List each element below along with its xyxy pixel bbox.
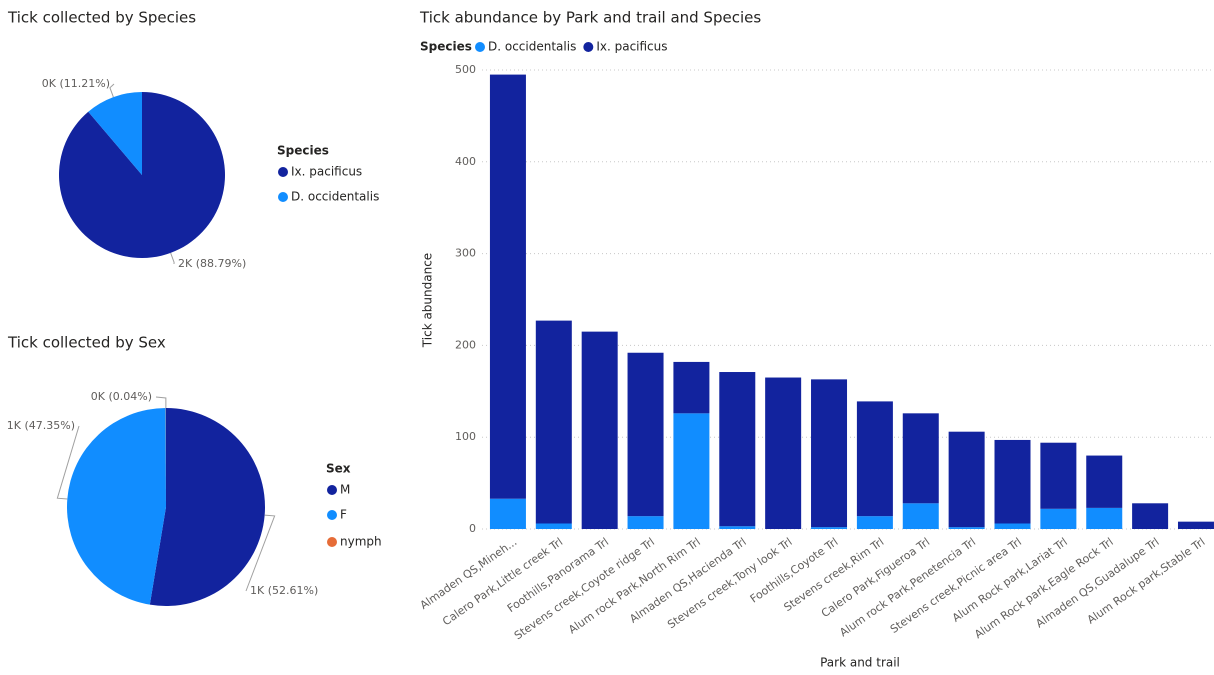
leader-line — [155, 396, 167, 409]
bar-segment — [994, 439, 1031, 524]
bar-segment — [1086, 507, 1123, 529]
legend-label: M — [340, 483, 350, 497]
bar-segment — [719, 526, 756, 529]
bar-segment — [902, 503, 939, 529]
data-label: 1K (47.35%) — [7, 419, 75, 432]
bar-segment — [948, 527, 985, 529]
data-label: 2K (88.79%) — [178, 257, 246, 270]
legend-title: Species — [420, 40, 472, 54]
pie-slice — [88, 92, 142, 175]
bar-segment — [673, 413, 710, 529]
bar-segment — [535, 320, 572, 524]
legend-marker — [278, 192, 288, 202]
bar-segment — [948, 431, 985, 528]
leader-line — [109, 83, 115, 98]
legend-marker — [327, 485, 337, 495]
legend-marker — [475, 42, 485, 52]
bar-segment — [811, 527, 848, 529]
bar-segment — [581, 331, 618, 529]
legend-label: F — [340, 508, 347, 522]
y-tick-label: 300 — [455, 247, 476, 260]
legend-marker — [583, 42, 594, 52]
legend-marker — [278, 167, 288, 177]
bar-segment — [811, 379, 848, 528]
bar-segment — [1040, 508, 1077, 529]
legend-marker — [327, 537, 337, 547]
bar-segment — [1040, 442, 1077, 509]
pie-slice — [67, 408, 166, 605]
data-label: 1K (52.61%) — [250, 584, 318, 597]
bar-segment — [1132, 503, 1169, 529]
x-axis-label: Park and trail — [820, 656, 900, 670]
bar-segment — [1086, 455, 1123, 508]
legend-title: Sex — [326, 462, 351, 476]
chart-title: Tick collected by Sex — [7, 334, 166, 352]
leader-line — [170, 252, 175, 265]
bar-segment — [856, 401, 893, 517]
y-tick-label: 200 — [455, 338, 476, 351]
leader-line — [245, 514, 276, 592]
legend-title: Species — [277, 144, 329, 158]
legend-label: Ix. pacificus — [596, 40, 667, 54]
bar-segment — [765, 377, 802, 529]
bar-segment — [1177, 521, 1214, 529]
legend-label: D. occidentalis — [291, 190, 379, 204]
bar-segment — [856, 516, 893, 529]
bar-segment — [627, 516, 664, 529]
bar-segment — [627, 352, 664, 517]
legend-label: D. occidentalis — [488, 40, 576, 54]
data-label: 0K (11.21%) — [42, 77, 110, 90]
legend-marker — [327, 510, 337, 520]
bar-segment — [489, 74, 526, 499]
pie-slice — [149, 408, 265, 606]
bar-segment — [902, 413, 939, 504]
bar-segment — [719, 372, 756, 527]
leader-line — [56, 425, 80, 500]
bar-segment — [673, 361, 710, 414]
chart-title: Tick abundance by Park and trail and Spe… — [419, 9, 761, 27]
bar-segment — [489, 498, 526, 529]
y-axis-label: Tick abundance — [421, 253, 435, 348]
y-tick-label: 500 — [455, 63, 476, 76]
legend-label: nymph — [340, 535, 382, 549]
chart-title: Tick collected by Species — [7, 9, 196, 27]
y-tick-label: 100 — [455, 430, 476, 443]
data-label: 0K (0.04%) — [91, 390, 152, 403]
bar-segment — [994, 523, 1031, 529]
bar-segment — [535, 523, 572, 529]
legend-label: Ix. pacificus — [291, 165, 362, 179]
y-tick-label: 0 — [469, 522, 476, 535]
y-tick-label: 400 — [455, 155, 476, 168]
